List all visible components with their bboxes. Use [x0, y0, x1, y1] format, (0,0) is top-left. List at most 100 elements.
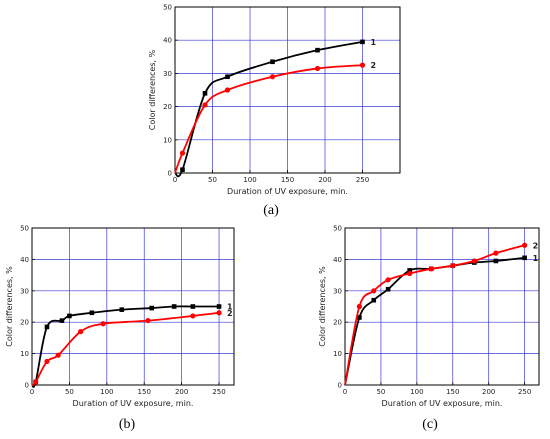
data-point: [216, 304, 222, 309]
x-tick-label: 50: [208, 176, 217, 184]
data-point: [385, 286, 391, 292]
series-2: 2: [344, 241, 539, 386]
x-tick-label: 250: [356, 176, 369, 184]
plot-frame: [344, 227, 540, 386]
y-tick-label: 10: [20, 350, 29, 358]
data-point: [59, 318, 65, 323]
axes: 0 50 100 150 200 250 0 10 20 30 40 50: [333, 225, 531, 397]
data-point: [190, 313, 196, 319]
data-point: [179, 150, 186, 156]
series-label: 2: [371, 61, 377, 70]
series-line-2: [344, 244, 525, 386]
y-tick-label: 30: [20, 287, 29, 295]
x-axis-title: Duration of UV exposure, min.: [227, 187, 348, 196]
data-point: [216, 310, 222, 316]
x-tick-label: 150: [138, 388, 151, 396]
data-point: [225, 74, 230, 80]
y-tick-label: 30: [333, 287, 342, 295]
chart-panel-b: 0 50 100 150 200 250 0 10 20 30 40 50 Duration of UV…: [5, 225, 235, 432]
panel-caption: (a): [263, 203, 279, 218]
data-point: [190, 304, 196, 309]
series-label: 2: [533, 241, 539, 250]
data-point: [270, 59, 275, 65]
data-point: [450, 263, 456, 269]
y-axis-title: Color differences, %: [148, 49, 157, 130]
y-tick-label: 40: [163, 37, 172, 45]
y-axis-title: Color differences, %: [318, 266, 327, 347]
data-point: [315, 47, 320, 53]
chart-panel-c: 0 50 100 150 200 250 0 10 20 30 40 50 Duration of UV…: [318, 225, 540, 432]
series-label: 1: [533, 254, 539, 263]
axes: 0 50 100 150 200 250 0 10 20 30 40 50: [20, 225, 226, 397]
y-tick-label: 10: [163, 136, 172, 144]
data-point: [471, 258, 477, 264]
y-axis-title: Color differences, %: [5, 266, 14, 347]
data-point: [428, 266, 434, 272]
data-point: [385, 277, 391, 283]
data-point: [119, 307, 125, 312]
data-point: [44, 324, 50, 330]
x-tick-label: 250: [518, 388, 531, 396]
x-axis-title: Duration of UV exposure, min.: [73, 399, 194, 408]
y-tick-label: 0: [338, 382, 342, 390]
data-point: [371, 297, 377, 303]
y-tick-label: 50: [163, 4, 172, 12]
x-tick-label: 200: [175, 388, 188, 396]
plot-frame: [31, 227, 235, 386]
data-point: [314, 65, 321, 72]
y-tick-label: 20: [20, 319, 29, 327]
data-point: [522, 242, 528, 248]
y-tick-label: 50: [333, 225, 342, 233]
data-point: [145, 318, 151, 324]
data-point: [224, 87, 231, 93]
plot-area: [345, 228, 539, 385]
y-tick-label: 0: [25, 382, 29, 390]
series-line-1: [344, 256, 525, 386]
series-2: 2: [31, 309, 233, 386]
y-tick-label: 40: [20, 256, 29, 264]
data-point: [180, 167, 185, 172]
data-point: [44, 358, 50, 365]
data-point: [89, 310, 95, 316]
x-tick-label: 150: [281, 176, 294, 184]
chart-panel-a: 0 50 100 150 200 250 0 10 20 30 40 50 Duration of UV…: [148, 4, 401, 218]
x-tick-label: 100: [410, 388, 423, 396]
data-point: [55, 352, 61, 358]
x-tick-label: 0: [343, 388, 347, 396]
data-point: [493, 250, 499, 256]
data-point: [356, 303, 362, 310]
series-label: 1: [227, 303, 233, 312]
grid: [175, 7, 400, 173]
y-tick-label: 20: [163, 103, 172, 111]
data-point: [371, 288, 377, 294]
data-point: [493, 258, 499, 264]
data-point: [67, 313, 72, 319]
data-point: [100, 321, 106, 327]
data-point: [360, 39, 365, 45]
y-tick-label: 10: [333, 350, 342, 358]
data-point: [357, 315, 362, 320]
y-tick-label: 0: [168, 170, 172, 178]
series-1: 1: [174, 38, 377, 178]
data-point: [359, 62, 366, 68]
series-2: 2: [174, 61, 377, 174]
y-tick-label: 30: [163, 70, 172, 78]
x-tick-label: 100: [100, 388, 113, 396]
data-point: [78, 329, 84, 335]
data-point: [149, 305, 155, 311]
x-tick-label: 100: [243, 176, 256, 184]
data-point: [171, 304, 177, 309]
y-tick-label: 20: [333, 319, 342, 327]
y-tick-label: 50: [20, 225, 29, 233]
x-tick-label: 0: [30, 388, 34, 396]
x-tick-label: 250: [212, 388, 225, 396]
grid: [345, 228, 539, 385]
data-point: [407, 268, 412, 273]
data-point: [269, 74, 276, 80]
x-tick-label: 150: [446, 388, 459, 396]
data-point: [407, 270, 413, 277]
series-label: 2: [227, 309, 233, 318]
panel-caption: (b): [119, 417, 136, 432]
data-point: [202, 102, 208, 108]
